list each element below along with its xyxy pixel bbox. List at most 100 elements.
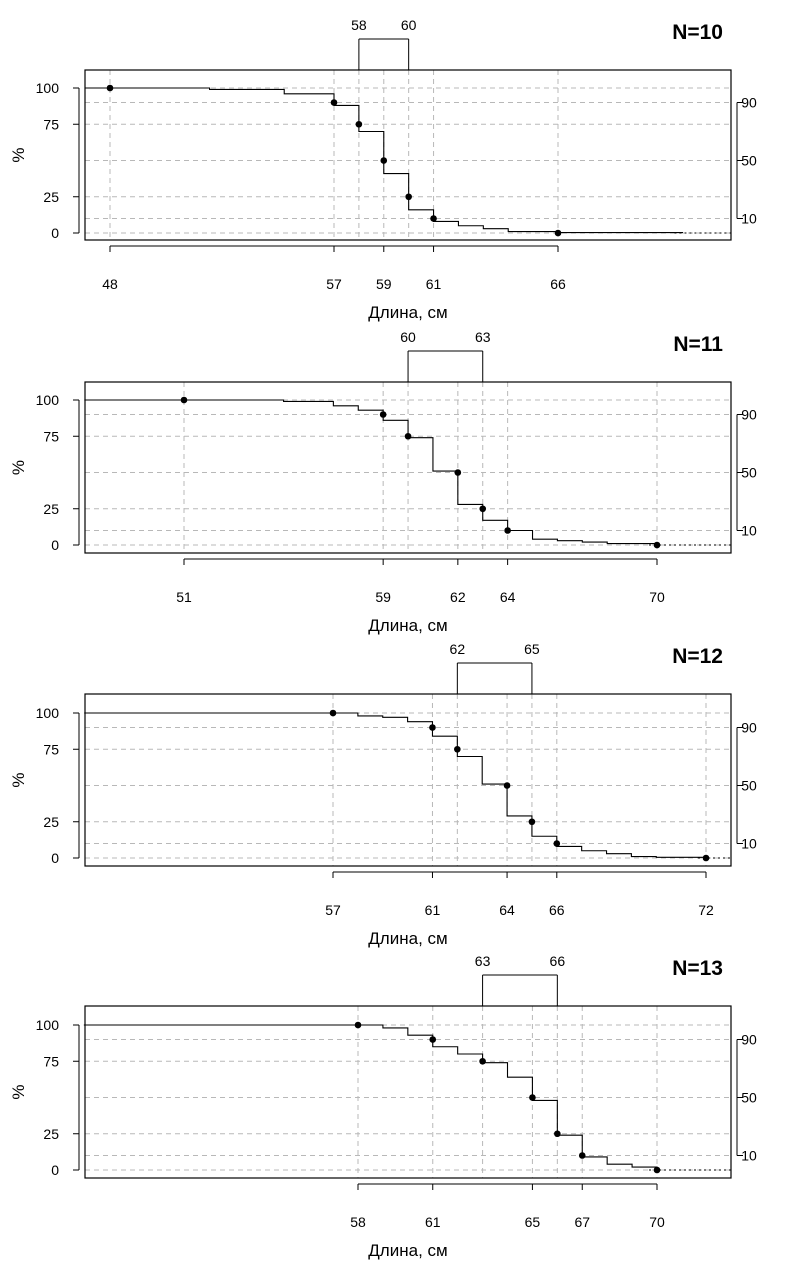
data-point xyxy=(429,1036,437,1043)
bottom-tick-label: 70 xyxy=(649,589,665,605)
left-tick-label: 100 xyxy=(36,392,60,408)
data-point xyxy=(503,782,511,789)
left-tick-label: 75 xyxy=(43,741,59,757)
data-point xyxy=(454,469,462,476)
grid xyxy=(85,694,731,866)
chart-panel-4: 0 25 75 100 10 50 90 58 61 65 67 70 63 66 N=13 Длина, с… xyxy=(9,953,757,1260)
left-tick-label: 25 xyxy=(43,814,59,830)
top-tick-label: 66 xyxy=(550,953,566,969)
y-axis-title: % xyxy=(9,460,28,475)
panel-title: N=12 xyxy=(672,645,723,668)
data-point xyxy=(528,818,536,826)
step-curve xyxy=(84,399,658,545)
grid xyxy=(85,70,731,240)
right-tick-label: 90 xyxy=(741,95,757,111)
right-tick-label: 50 xyxy=(741,153,757,169)
top-tick-label: 60 xyxy=(401,17,417,33)
step-curve xyxy=(85,87,683,234)
bottom-tick-label: 67 xyxy=(574,1214,590,1230)
bottom-tick-label: 64 xyxy=(499,902,515,918)
bottom-tick-label: 64 xyxy=(500,589,516,605)
bottom-tick-label: 59 xyxy=(376,276,392,292)
y-axis-title: % xyxy=(9,772,28,787)
bottom-tick-label: 48 xyxy=(102,276,118,292)
data-point xyxy=(653,1166,661,1174)
right-tick-label: 10 xyxy=(741,836,757,852)
plot-frame xyxy=(84,69,732,241)
data-point xyxy=(430,215,437,222)
data-point xyxy=(653,541,661,549)
bottom-tick-label: 61 xyxy=(425,902,441,918)
bottom-tick-label: 62 xyxy=(450,589,466,605)
left-tick-label: 75 xyxy=(43,1053,59,1069)
plot-frame xyxy=(84,1005,732,1179)
data-point xyxy=(329,709,337,717)
data-point xyxy=(404,432,412,440)
data-point xyxy=(379,411,387,418)
data-point xyxy=(106,84,114,92)
left-tick-label: 75 xyxy=(43,116,59,132)
left-tick-label: 100 xyxy=(36,80,60,96)
bottom-tick-label: 70 xyxy=(649,1214,665,1230)
right-tick-label: 10 xyxy=(741,523,757,539)
right-tick-label: 90 xyxy=(741,720,757,736)
left-tick-label: 25 xyxy=(43,501,59,517)
bottom-tick-label: 61 xyxy=(425,1214,441,1230)
bottom-tick-label: 51 xyxy=(176,589,192,605)
step-curve xyxy=(83,1024,658,1170)
step-curve xyxy=(84,712,707,858)
bottom-tick-label: 57 xyxy=(325,902,341,918)
bottom-tick-label: 72 xyxy=(698,902,714,918)
data-point xyxy=(380,157,388,164)
right-tick-label: 50 xyxy=(741,465,757,481)
top-tick-label: 60 xyxy=(400,329,416,345)
grid xyxy=(85,382,731,553)
x-axis-title: Длина, см xyxy=(368,1241,447,1260)
data-point xyxy=(354,1021,362,1029)
chart-panel-3: 0 25 75 100 10 50 90 57 61 64 66 72 62 65 N=12 Длина, с… xyxy=(9,641,757,948)
top-tick-label: 63 xyxy=(475,329,491,345)
right-tick-label: 10 xyxy=(741,211,757,227)
bottom-tick-label: 66 xyxy=(549,902,565,918)
left-tick-label: 100 xyxy=(36,1017,60,1033)
left-tick-label: 75 xyxy=(43,428,59,444)
chart-panel-1: 0 25 75 100 10 50 90 48 57 59 61 66 58 60 N=10 Длина, с… xyxy=(9,17,757,322)
data-point xyxy=(454,745,461,753)
left-tick-label: 25 xyxy=(43,189,59,205)
top-tick-label: 63 xyxy=(475,953,491,969)
plot-frame xyxy=(84,693,732,867)
data-point xyxy=(479,1057,486,1065)
top-tick-label: 58 xyxy=(351,17,367,33)
bottom-tick-label: 66 xyxy=(550,276,566,292)
bottom-tick-label: 65 xyxy=(525,1214,541,1230)
data-point xyxy=(529,1094,536,1101)
bottom-tick-label: 57 xyxy=(326,276,342,292)
top-tick-label: 65 xyxy=(524,641,540,657)
bottom-tick-label: 61 xyxy=(426,276,442,292)
chart-panel-2: 0 25 75 100 10 50 90 51 59 62 64 70 60 63 N=11 Длина, с… xyxy=(9,329,757,635)
data-point xyxy=(702,854,710,862)
bottom-tick-label: 58 xyxy=(350,1214,366,1230)
data-point xyxy=(330,99,338,106)
left-tick-label: 0 xyxy=(51,850,59,866)
data-point xyxy=(180,396,188,404)
y-axis-title: % xyxy=(9,147,28,162)
x-axis-title: Длина, см xyxy=(368,303,447,322)
data-point xyxy=(554,1130,561,1138)
right-tick-label: 90 xyxy=(741,407,757,423)
data-point xyxy=(504,527,511,534)
right-tick-label: 10 xyxy=(741,1148,757,1164)
data-point xyxy=(553,840,561,847)
data-point xyxy=(355,120,363,128)
panel-title: N=10 xyxy=(672,21,723,44)
left-tick-label: 100 xyxy=(36,705,60,721)
data-point xyxy=(578,1152,586,1159)
right-tick-label: 90 xyxy=(741,1032,757,1048)
data-point xyxy=(479,505,487,513)
bottom-tick-label: 59 xyxy=(375,589,391,605)
data-point xyxy=(429,724,436,731)
right-tick-label: 50 xyxy=(741,778,757,794)
data-point xyxy=(554,229,562,237)
